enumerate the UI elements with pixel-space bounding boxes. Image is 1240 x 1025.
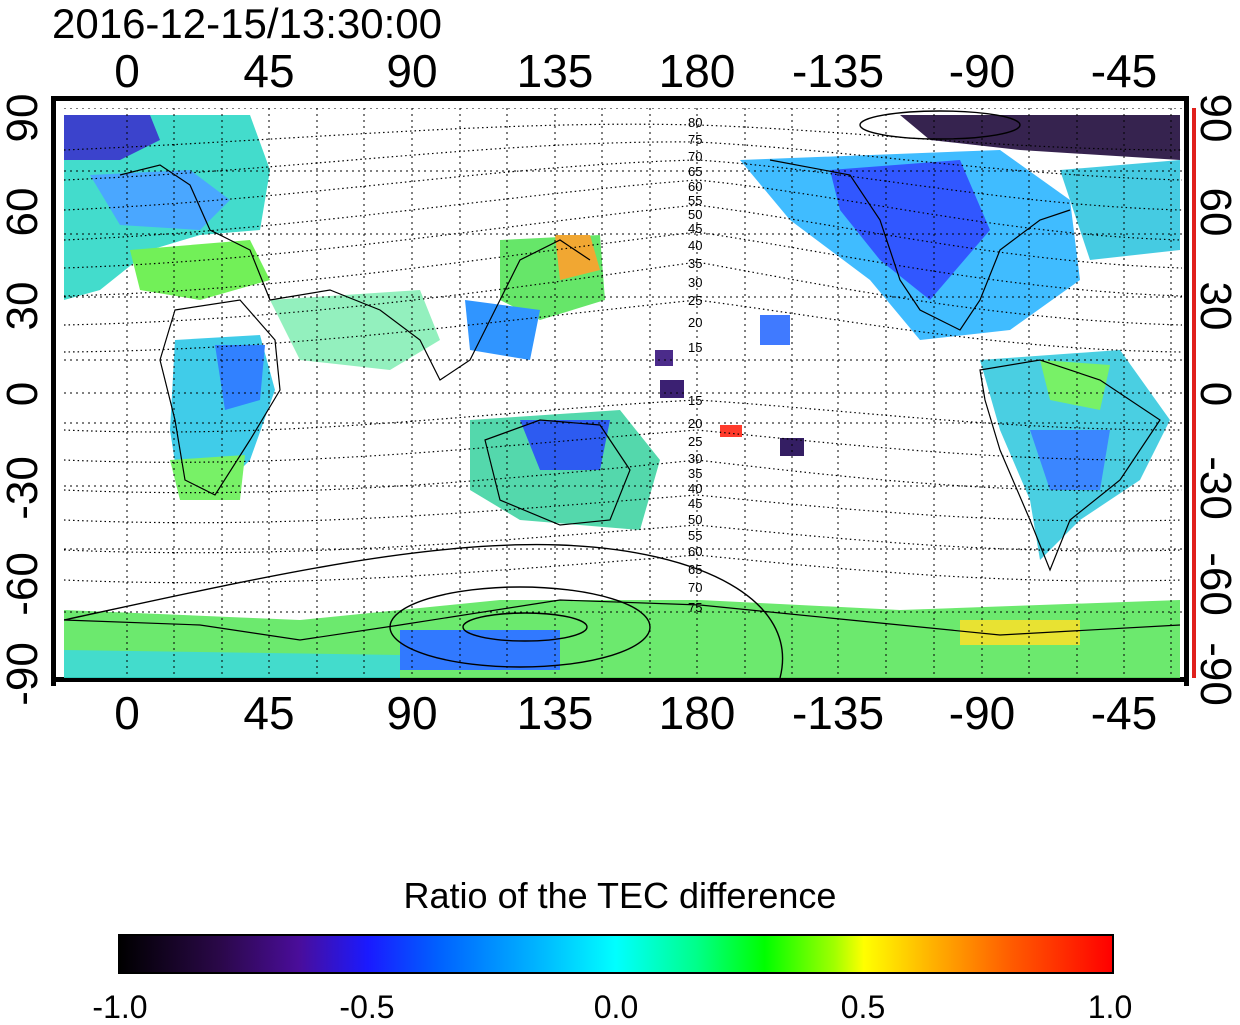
colorbar-tick: -0.5 <box>339 989 395 1025</box>
contour-label: 75 <box>688 132 702 147</box>
top-lon-tick: 180 <box>658 45 736 97</box>
contour-label: 20 <box>688 315 702 330</box>
contour-label: 60 <box>688 179 702 194</box>
contour-label: 20 <box>688 416 702 431</box>
contour-label: 65 <box>688 164 702 179</box>
top-frame-bar <box>54 96 1184 101</box>
top-lon-tick: -135 <box>791 45 885 97</box>
contour-label: 80 <box>688 115 702 130</box>
contour-label: 25 <box>688 293 702 308</box>
contour-label: 30 <box>688 451 702 466</box>
colorbar <box>118 934 1114 974</box>
contour-label: 35 <box>688 256 702 271</box>
contour-label: 45 <box>688 496 702 511</box>
colorbar-tick: 0.5 <box>840 989 886 1025</box>
contour-label: 50 <box>688 512 702 527</box>
timestamp-title: 2016-12-15/13:30:00 <box>52 0 442 47</box>
lat-lon-grid <box>64 108 1182 678</box>
colorbar-tick: -1.0 <box>92 989 148 1025</box>
contour-label: 15 <box>688 340 702 355</box>
colorbar-tick: 1.0 <box>1087 989 1133 1025</box>
top-lon-tick: 135 <box>516 45 594 97</box>
north-contour-labels: 80 75 70 65 60 55 50 45 40 35 30 25 20 1… <box>688 115 702 355</box>
polar-ovals <box>64 110 1021 678</box>
magnetic-contours <box>64 123 1182 584</box>
coastlines <box>64 159 1181 641</box>
contour-label: 45 <box>688 221 702 236</box>
contour-label: 35 <box>688 466 702 481</box>
contour-label: 50 <box>688 207 702 222</box>
colorbar-tick: 0.0 <box>593 989 639 1025</box>
contour-label: 40 <box>688 238 702 253</box>
top-lon-tick: -45 <box>1090 45 1158 97</box>
bottom-lon-tick: 90 <box>386 687 438 739</box>
contour-label: 60 <box>688 544 702 559</box>
right-frame-bar <box>1184 96 1189 686</box>
contour-label: 15 <box>688 393 702 408</box>
contour-label: 55 <box>688 528 702 543</box>
colorbar-title: Ratio of the TEC difference <box>403 875 837 916</box>
bottom-lon-tick: -135 <box>791 687 885 739</box>
left-frame-bar <box>51 96 56 686</box>
bottom-lon-tick: 180 <box>658 687 736 739</box>
contour-label: 40 <box>688 481 702 496</box>
contour-label: 25 <box>688 434 702 449</box>
bottom-frame-bar <box>54 677 1184 682</box>
bottom-lon-tick: 135 <box>516 687 594 739</box>
south-contour-labels: 15 20 25 30 35 40 45 50 55 60 65 70 75 <box>688 393 702 615</box>
right-red-bar <box>1192 108 1196 678</box>
top-lon-tick: 90 <box>386 45 438 97</box>
contour-label: 30 <box>688 275 702 290</box>
top-lon-tick: -90 <box>948 45 1016 97</box>
contour-label: 70 <box>688 149 702 164</box>
bottom-lon-tick: 45 <box>243 687 295 739</box>
bottom-lon-tick: -45 <box>1090 687 1158 739</box>
top-lon-tick: 0 <box>114 45 140 97</box>
contour-label: 75 <box>688 600 702 615</box>
top-lon-tick: 45 <box>243 45 295 97</box>
bottom-lon-tick: 0 <box>114 687 140 739</box>
contour-label: 65 <box>688 562 702 577</box>
contour-label: 70 <box>688 580 702 595</box>
tec-map: 80 75 70 65 60 55 50 45 40 35 30 25 20 1… <box>51 96 1196 686</box>
contour-label: 55 <box>688 193 702 208</box>
bottom-lon-tick: -90 <box>948 687 1016 739</box>
